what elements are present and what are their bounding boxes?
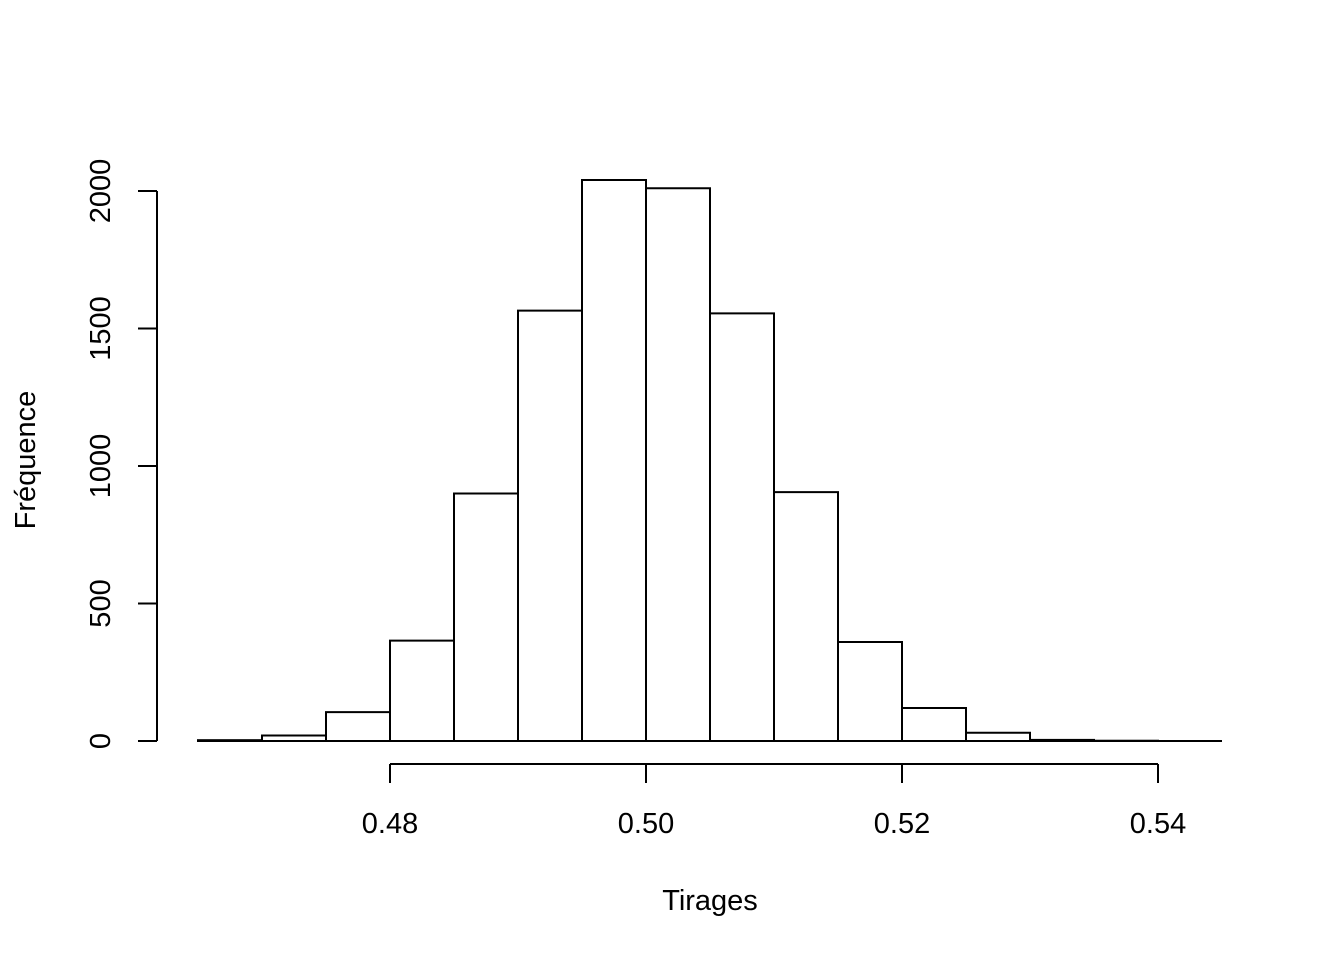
bars-group (198, 180, 1222, 741)
y-axis: 0 500 1000 1500 2000 (85, 159, 157, 749)
histogram-bar (774, 492, 838, 741)
y-axis-label: Fréquence (10, 391, 42, 530)
y-tick-label: 0 (85, 733, 117, 749)
x-tick-label: 0.52 (874, 808, 930, 840)
x-tick-label: 0.54 (1130, 808, 1186, 840)
histogram-bar (710, 313, 774, 741)
histogram-bar (390, 641, 454, 741)
y-tick-label: 500 (85, 579, 117, 627)
histogram-bar (582, 180, 646, 741)
y-tick-label: 2000 (85, 159, 117, 224)
histogram-bar (262, 736, 326, 742)
histogram-bar (326, 712, 390, 741)
histogram-bar (902, 708, 966, 741)
y-tick-label: 1500 (85, 296, 117, 361)
histogram-bar (1030, 740, 1094, 741)
histogram-bar (838, 642, 902, 741)
histogram-bar (198, 740, 262, 741)
x-tick-label: 0.48 (362, 808, 418, 840)
histogram-bar (966, 733, 1030, 741)
histogram-bar (518, 311, 582, 741)
x-axis: 0.48 0.50 0.52 0.54 (362, 764, 1186, 840)
x-tick-label: 0.50 (618, 808, 674, 840)
histogram-bar (454, 494, 518, 742)
histogram-bar (646, 188, 710, 741)
y-tick-label: 1000 (85, 434, 117, 499)
x-axis-label: Tirages (662, 885, 758, 917)
